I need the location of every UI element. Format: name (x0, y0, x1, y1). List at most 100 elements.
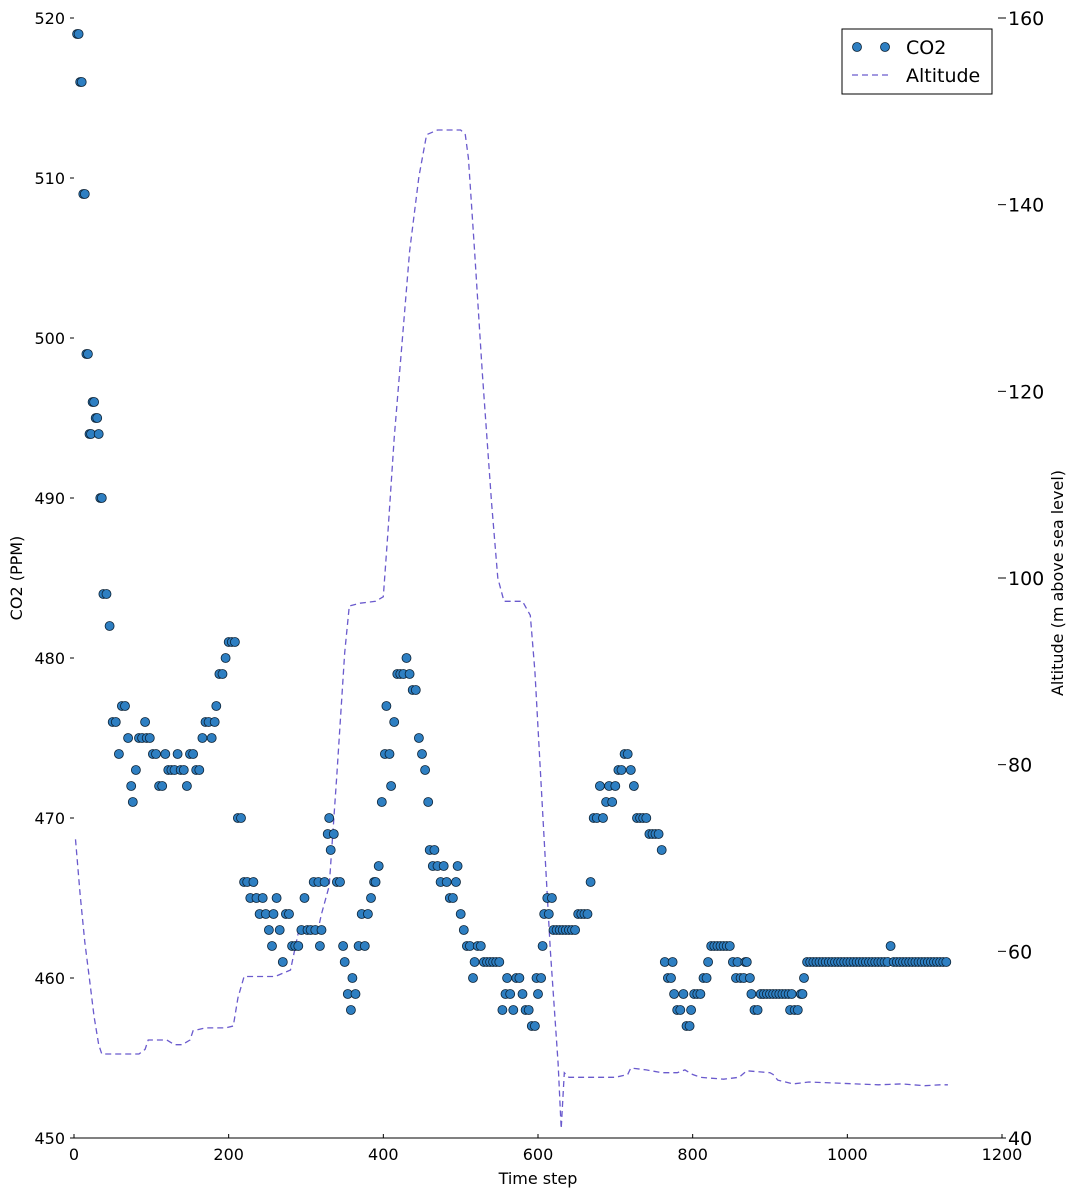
x-tick-label: 1000 (827, 1145, 868, 1164)
co2-point (350, 989, 361, 999)
co2-point (172, 749, 183, 759)
co2-point (585, 877, 596, 887)
co2-point (339, 957, 350, 967)
co2-point (220, 653, 231, 663)
co2-point (92, 413, 103, 423)
co2-point (622, 749, 633, 759)
co2-point (607, 797, 618, 807)
co2-point (268, 909, 279, 919)
co2-point (126, 781, 137, 791)
legend: CO2 Altitude (841, 28, 993, 95)
co2-point (441, 877, 452, 887)
co2-point (666, 973, 676, 983)
y-axis-ticks: 450 460 470 480 490 500 510 520 (34, 9, 74, 1148)
y-tick-label: 490 (34, 489, 65, 508)
co2-point (514, 973, 525, 983)
co2-point (404, 669, 415, 679)
co2-point (338, 941, 349, 951)
co2-point (96, 493, 107, 503)
y2-tick-label: 120 (1008, 381, 1044, 403)
co2-point (468, 973, 478, 983)
y-tick-label: 510 (34, 169, 65, 188)
co2-point (656, 845, 667, 855)
co2-point (104, 621, 115, 631)
co2-point (257, 893, 268, 903)
co2-point (83, 349, 93, 359)
y-axis-label: CO2 (PPM) (7, 536, 26, 621)
co2-point (475, 941, 486, 951)
co2-point (217, 669, 228, 679)
co2-point (701, 973, 712, 983)
co2-point (263, 925, 274, 935)
co2-point (447, 893, 458, 903)
co2-point (420, 765, 431, 775)
co2-point (376, 797, 387, 807)
co2-point (686, 1005, 696, 1015)
co2-point (438, 861, 449, 871)
y2-tick-label: 140 (1008, 195, 1044, 217)
co2-series (72, 29, 952, 1031)
co2-point (792, 1005, 803, 1015)
altitude-series (74, 129, 948, 1129)
x-tick-label: 0 (69, 1145, 79, 1164)
legend-co2-marker (852, 42, 862, 52)
co2-point (746, 989, 757, 999)
x-tick-label: 800 (677, 1145, 708, 1164)
co2-point (625, 765, 636, 775)
legend-box (841, 28, 993, 95)
co2-point (517, 989, 528, 999)
y2-tick-label: 100 (1008, 568, 1044, 590)
co2-point (271, 893, 282, 903)
co2-point (384, 749, 395, 759)
co2-point (684, 1021, 695, 1031)
co2-point (362, 909, 373, 919)
co2-point (497, 1005, 508, 1015)
co2-point (197, 733, 208, 743)
co2-point (455, 909, 466, 919)
y2-tick-label: 60 (1008, 941, 1032, 963)
legend-co2-marker (880, 42, 890, 52)
co2-point (799, 973, 809, 983)
co2-point (347, 973, 358, 983)
co2-point (537, 941, 548, 951)
y-tick-label: 500 (34, 329, 65, 348)
co2-point (547, 893, 557, 903)
co2-point (120, 701, 130, 711)
x-tick-label: 600 (523, 1145, 554, 1164)
co2-point (641, 813, 652, 823)
y-tick-label: 460 (34, 969, 65, 988)
co2-point (401, 653, 412, 663)
co2-point (373, 861, 384, 871)
x-tick-label: 400 (368, 1145, 399, 1164)
co2-point (89, 397, 99, 407)
y-tick-label: 470 (34, 809, 65, 828)
co2-point (211, 701, 222, 711)
y2-axis-label: Altitude (m above sea level) (1048, 470, 1067, 696)
co2-point (359, 941, 370, 951)
co2-point (451, 877, 461, 887)
co2-point (494, 957, 505, 967)
co2-point (248, 877, 259, 887)
y-tick-label: 520 (34, 9, 65, 28)
co2-point (76, 77, 87, 87)
co2-point (299, 893, 310, 903)
x-axis-ticks: 0 200 400 600 800 1000 1200 (69, 1134, 1022, 1164)
co2-point (536, 973, 546, 983)
co2-point (675, 1005, 686, 1015)
co2-point (188, 749, 199, 759)
co2-point (543, 909, 554, 919)
co2-point (786, 989, 797, 999)
co2-point (110, 717, 121, 727)
co2-point (533, 989, 543, 999)
co2-point (389, 717, 400, 727)
co2-point (267, 941, 277, 951)
co2-point (324, 813, 335, 823)
co2-point (595, 781, 605, 791)
altitude-line (74, 129, 948, 1129)
co2-point (695, 989, 706, 999)
co2-point (667, 957, 678, 967)
y-tick-label: 450 (34, 1129, 65, 1148)
co2-point (130, 765, 141, 775)
co2-point (629, 781, 639, 791)
